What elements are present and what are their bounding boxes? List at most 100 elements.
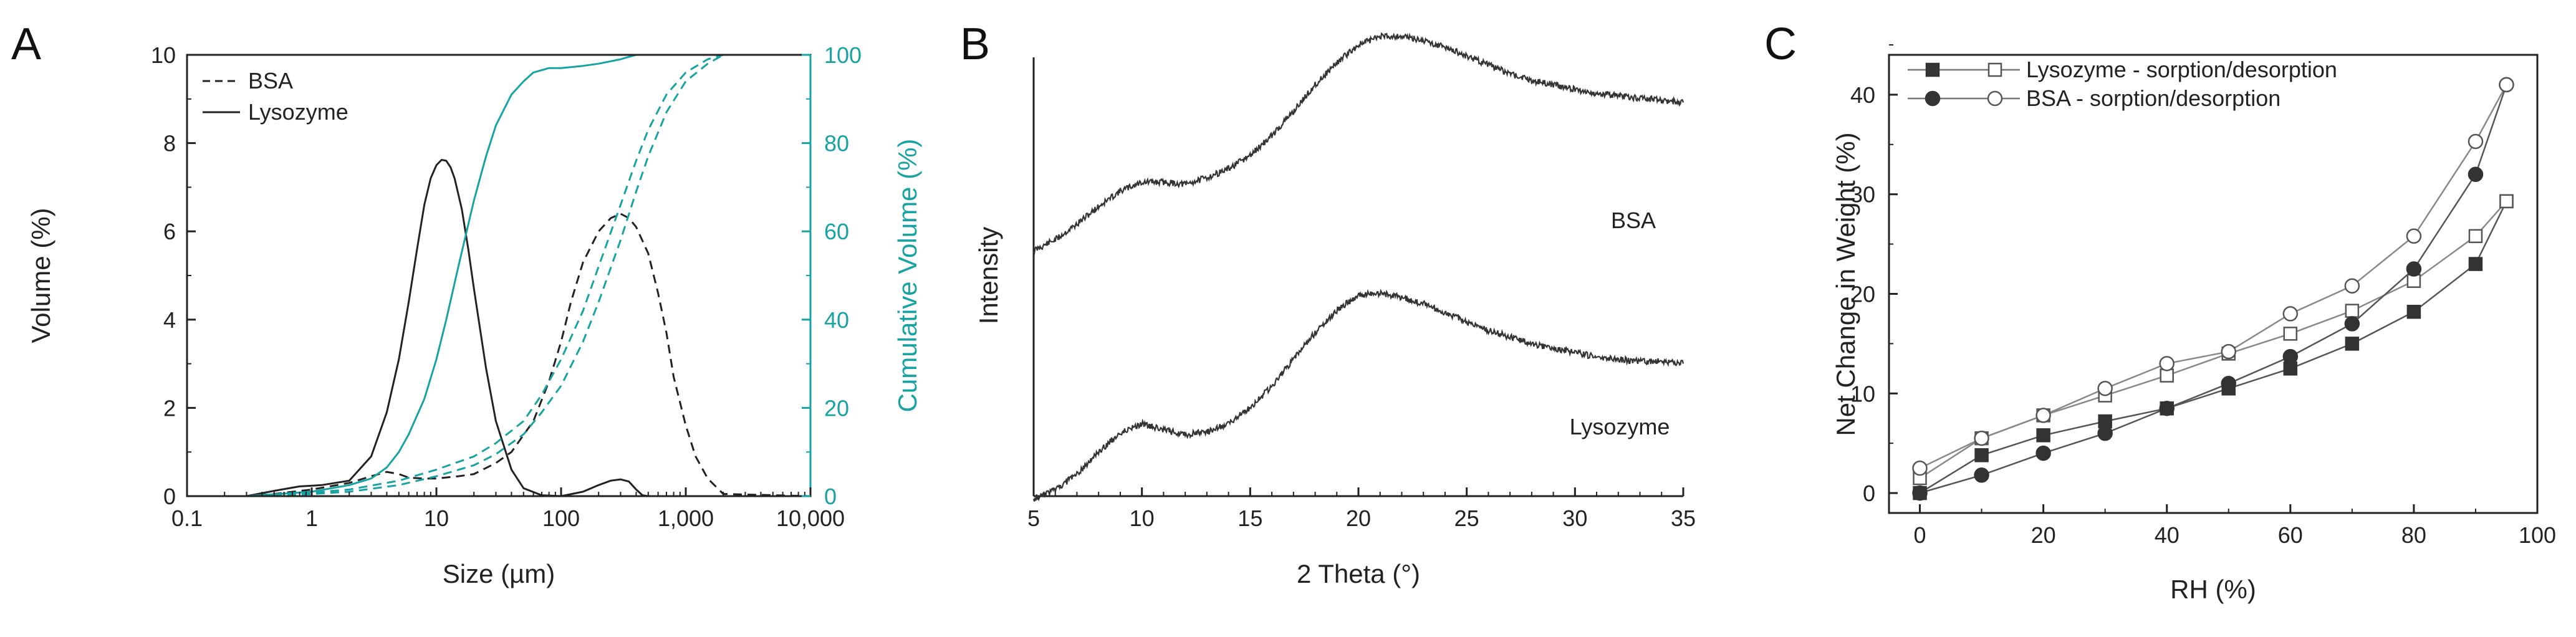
y-tick-label: 4 bbox=[163, 307, 176, 333]
open-square-point bbox=[2499, 194, 2514, 209]
panel-c-ticks: 0 20 40 60 80 100 0 10 20 30 40 bbox=[1850, 44, 2556, 548]
open-circle-point bbox=[2406, 228, 2422, 244]
x-tick-label: 1 bbox=[305, 505, 318, 531]
y-tick-label: 2 bbox=[163, 395, 176, 421]
open-circle-point bbox=[1912, 460, 1928, 476]
panel-a: A 0.1 1 10 100 1,000 10,000024681002040608010… bbox=[11, 19, 922, 588]
y-right-tick-label: 80 bbox=[824, 131, 849, 156]
y-tick-label: 0 bbox=[1863, 481, 1875, 506]
open-circle-point bbox=[2344, 278, 2360, 294]
open-circle-point bbox=[2282, 306, 2299, 322]
filled-circle-point bbox=[2468, 166, 2484, 182]
panel-a-ylabel: Volume (%) bbox=[26, 208, 55, 343]
filled-circle-point bbox=[2406, 261, 2422, 277]
panel-a-legend: BSA Lysozyme bbox=[203, 68, 348, 125]
x-tick-label: 100 bbox=[2519, 522, 2556, 548]
filled-square-point bbox=[1974, 448, 1989, 462]
legend-label-bsa-sorption: BSA - sorption/desorption bbox=[2026, 85, 2280, 111]
panel-a-ylabel-right: Cumulative Volume (%) bbox=[893, 139, 922, 413]
filled-square-point bbox=[2406, 304, 2421, 319]
x-tick-label: 35 bbox=[1671, 505, 1696, 531]
y-tick-label: 40 bbox=[1850, 82, 1875, 108]
panel-c-plot-frame bbox=[1888, 54, 2539, 514]
y-tick-label: 30 bbox=[1850, 182, 1875, 208]
panel-b-ylabel: Intensity bbox=[974, 227, 1003, 324]
open-circle-point bbox=[2159, 356, 2175, 371]
panel-b-xlabel: 2 Theta (°) bbox=[1297, 559, 1420, 588]
open-circle-point bbox=[2035, 408, 2051, 423]
filled-circle-point bbox=[2282, 348, 2299, 365]
x-tick-label: 10 bbox=[1130, 505, 1155, 531]
panel-label-a: A bbox=[11, 19, 41, 69]
x-tick-label: 15 bbox=[1238, 505, 1262, 531]
panel-label-c: C bbox=[1764, 19, 1797, 69]
series-bsa-left-1 bbox=[187, 213, 811, 497]
x-tick-label: 20 bbox=[2031, 522, 2056, 548]
x-tick-label: 0.1 bbox=[171, 505, 203, 531]
series-lysozyme-left-0 bbox=[187, 159, 810, 497]
filled-circle-point bbox=[1912, 485, 1928, 501]
filled-square-point bbox=[2036, 428, 2050, 443]
open-circle-point bbox=[2221, 343, 2237, 360]
open-square-legend-marker bbox=[1987, 62, 2002, 77]
open-circle-point bbox=[2468, 133, 2484, 150]
open-circle-legend-marker bbox=[1987, 90, 2003, 107]
filled-circle-point bbox=[2159, 400, 2175, 416]
panel-c-series bbox=[1912, 77, 2514, 501]
series-bsa bbox=[1033, 32, 1684, 255]
panel-c: C 0 20 40 60 80 100 0 10 20 30 40 Net Change in We… bbox=[1764, 19, 2556, 604]
x-tick-label: 1,000 bbox=[658, 505, 714, 531]
y-right-tick-label: 0 bbox=[824, 484, 837, 509]
panel-c-legend: Lysozyme - sorption/desorption BSA - sor… bbox=[1908, 57, 2337, 111]
x-tick-label: 100 bbox=[542, 505, 580, 531]
x-tick-label: 60 bbox=[2278, 522, 2303, 548]
series-lysozyme-right-2 bbox=[187, 54, 810, 497]
filled-circle-point bbox=[1974, 467, 1989, 483]
filled-square-point bbox=[2345, 337, 2360, 351]
series-line-2 bbox=[1920, 84, 2507, 494]
open-circle-point bbox=[2097, 381, 2113, 396]
x-tick-label: 80 bbox=[2401, 522, 2426, 548]
panel-label-b: B bbox=[960, 19, 990, 69]
legend-label-bsa: BSA bbox=[248, 68, 293, 93]
x-tick-label: 30 bbox=[1562, 505, 1587, 531]
x-tick-label: 0 bbox=[1914, 522, 1926, 548]
legend-label-lysozyme-sorption: Lysozyme - sorption/desorption bbox=[2026, 57, 2337, 82]
y-right-tick-label: 40 bbox=[824, 307, 849, 333]
x-tick-label: 25 bbox=[1454, 505, 1479, 531]
filled-circle-legend-marker bbox=[1925, 90, 1941, 107]
y-right-tick-label: 20 bbox=[824, 395, 849, 421]
series-line-0 bbox=[1919, 201, 2507, 494]
panel-b-series bbox=[1032, 32, 1684, 502]
y-right-tick-label: 100 bbox=[824, 42, 862, 68]
panel-c-ylabel: Net Change in Weight (%) bbox=[1831, 132, 1860, 436]
series-bsa-right-4 bbox=[187, 54, 810, 497]
filled-square-point bbox=[2468, 257, 2483, 271]
filled-circle-point bbox=[2097, 425, 2113, 441]
series-bsa-right-3 bbox=[187, 54, 810, 497]
filled-square-legend-marker bbox=[1925, 62, 1940, 77]
filled-circle-point bbox=[2035, 445, 2051, 461]
y-tick-label: 8 bbox=[163, 131, 176, 156]
panel-b: B 5 10 15 20 25 30 35 BSA Lysozyme Intensity 2… bbox=[960, 19, 1696, 588]
panel-a-series bbox=[187, 54, 811, 497]
open-circle-point bbox=[2499, 77, 2514, 93]
panel-b-ticks: 5 10 15 20 25 30 35 bbox=[1027, 487, 1696, 531]
open-square-point bbox=[2468, 229, 2483, 244]
y-tick-label: 6 bbox=[163, 219, 176, 244]
open-square-point bbox=[2283, 327, 2298, 341]
series-lysozyme bbox=[1032, 289, 1684, 502]
open-circle-point bbox=[1974, 430, 1989, 446]
annotation-bsa: BSA bbox=[1611, 208, 1656, 233]
panel-a-xlabel: Size (µm) bbox=[443, 559, 555, 588]
y-right-tick-label: 60 bbox=[824, 219, 849, 244]
panel-c-xlabel: RH (%) bbox=[2170, 575, 2256, 604]
x-tick-label: 10 bbox=[424, 505, 449, 531]
series-line-1 bbox=[1919, 201, 2507, 479]
annotation-lysozyme: Lysozyme bbox=[1570, 414, 1670, 439]
open-square-point bbox=[2345, 304, 2360, 318]
y-tick-label: 10 bbox=[151, 42, 176, 68]
y-tick-label: 0 bbox=[163, 484, 176, 509]
